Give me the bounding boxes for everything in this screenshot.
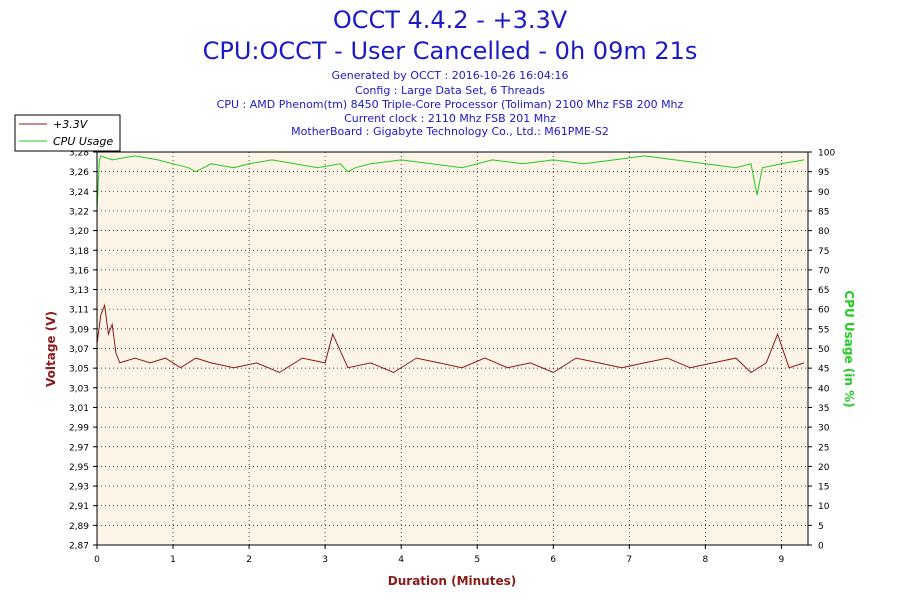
y2-tick-label: 35 bbox=[818, 404, 829, 414]
y2-tick-label: 20 bbox=[818, 463, 830, 473]
y-tick-label: 3,13 bbox=[69, 286, 89, 296]
x-tick-label: 4 bbox=[398, 555, 404, 565]
info-config: Config : Large Data Set, 6 Threads bbox=[355, 84, 545, 97]
x-tick-label: 7 bbox=[626, 555, 632, 565]
y2-tick-label: 10 bbox=[818, 502, 830, 512]
y-tick-label: 2,87 bbox=[69, 542, 89, 552]
x-tick-label: 1 bbox=[170, 555, 176, 565]
y2-tick-label: 55 bbox=[818, 325, 829, 335]
y2-tick-label: 70 bbox=[818, 266, 830, 276]
y-tick-label: 2,91 bbox=[69, 502, 89, 512]
y-tick-label: 2,95 bbox=[69, 463, 89, 473]
series-lines bbox=[96, 155, 805, 374]
chart-title: OCCT 4.4.2 - +3.3V bbox=[332, 6, 568, 34]
y-tick-label: 3,05 bbox=[69, 365, 89, 375]
y-tick-label: 3,07 bbox=[69, 345, 89, 355]
info-motherboard: MotherBoard : Gigabyte Technology Co., L… bbox=[291, 125, 609, 138]
series-voltage-line bbox=[96, 303, 805, 374]
y2-tick-label: 30 bbox=[818, 424, 830, 434]
y2-tick-label: 80 bbox=[818, 227, 830, 237]
info-cpu: CPU : AMD Phenom(tm) 8450 Triple-Core Pr… bbox=[216, 98, 684, 111]
y-tick-label: 3,26 bbox=[69, 168, 89, 178]
y-tick-label: 3,20 bbox=[69, 227, 89, 237]
y2-tick-label: 65 bbox=[818, 286, 829, 296]
y2-tick-label: 0 bbox=[818, 542, 824, 552]
y-tick-label: 2,97 bbox=[69, 443, 89, 453]
legend-box bbox=[14, 114, 121, 152]
series-cpu-usage-line bbox=[96, 155, 805, 211]
y-tick-label: 2,89 bbox=[69, 522, 89, 532]
y-tick-label: 3,24 bbox=[69, 188, 89, 198]
y-tick-label: 3,11 bbox=[69, 306, 89, 316]
y-tick-label: 3,16 bbox=[69, 266, 89, 276]
legend-label-voltage: +3.3V bbox=[53, 118, 89, 131]
y-tick-label: 3,18 bbox=[69, 247, 89, 257]
y2-axis-label: CPU Usage (in %) bbox=[842, 290, 856, 407]
y2-tick-label: 50 bbox=[818, 345, 830, 355]
y-tick-label: 3,09 bbox=[69, 325, 89, 335]
y-tick-label: 3,03 bbox=[69, 384, 89, 394]
info-generated: Generated by OCCT : 2016-10-26 16:04:16 bbox=[331, 69, 569, 82]
x-axis-label: Duration (Minutes) bbox=[388, 574, 516, 588]
y-axis-label: Voltage (V) bbox=[44, 311, 58, 387]
y2-tick-label: 85 bbox=[818, 207, 829, 217]
y2-tick-label: 40 bbox=[818, 384, 830, 394]
axis-ticks: 2,87 2,89 2,91 2,93 2,95 2,97 2,99 3,01 3,03 3,05… bbox=[69, 149, 835, 566]
y2-tick-label: 90 bbox=[818, 188, 830, 198]
y2-tick-label: 95 bbox=[818, 168, 829, 178]
x-tick-label: 3 bbox=[322, 555, 328, 565]
grid-lines bbox=[97, 152, 808, 545]
y2-tick-label: 75 bbox=[818, 247, 829, 257]
plot-border bbox=[96, 151, 809, 546]
y-tick-label: 2,93 bbox=[69, 483, 89, 493]
y2-tick-label: 25 bbox=[818, 443, 829, 453]
x-tick-label: 8 bbox=[702, 555, 708, 565]
y-tick-label: 3,22 bbox=[69, 207, 89, 217]
y2-tick-label: 60 bbox=[818, 306, 830, 316]
y-tick-label: 3,01 bbox=[69, 404, 89, 414]
x-tick-label: 6 bbox=[550, 555, 556, 565]
y2-tick-label: 5 bbox=[818, 522, 824, 532]
x-tick-label: 5 bbox=[474, 555, 480, 565]
legend: +3.3V CPU Usage bbox=[14, 114, 121, 152]
y-tick-label: 2,99 bbox=[69, 424, 89, 434]
x-tick-label: 9 bbox=[779, 555, 785, 565]
y2-tick-label: 15 bbox=[818, 483, 829, 493]
chart-subtitle: CPU:OCCT - User Cancelled - 0h 09m 21s bbox=[202, 37, 698, 65]
y2-tick-label: 45 bbox=[818, 365, 829, 375]
legend-label-cpu: CPU Usage bbox=[53, 135, 113, 148]
info-clock: Current clock : 2110 Mhz FSB 201 Mhz bbox=[344, 112, 556, 125]
x-tick-label: 0 bbox=[94, 555, 100, 565]
y2-tick-label: 100 bbox=[818, 149, 835, 159]
y-tick-label: 3,28 bbox=[69, 149, 89, 159]
x-tick-label: 2 bbox=[246, 555, 252, 565]
